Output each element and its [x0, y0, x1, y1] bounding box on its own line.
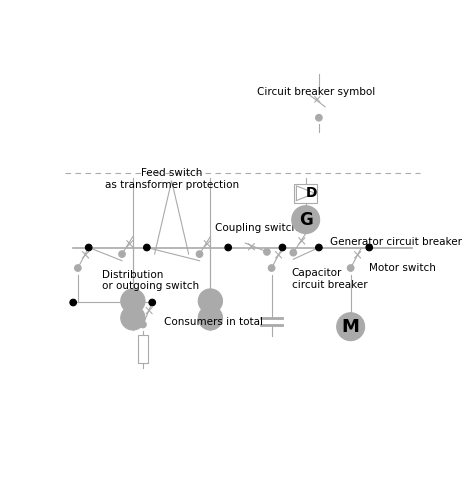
Text: D: D	[305, 186, 317, 200]
Circle shape	[264, 248, 270, 255]
Circle shape	[121, 289, 145, 313]
Circle shape	[149, 299, 155, 306]
Circle shape	[337, 313, 365, 341]
Text: Feed switch
as transformer protection: Feed switch as transformer protection	[105, 168, 239, 190]
Circle shape	[144, 244, 150, 251]
Text: Capacitor
circuit breaker: Capacitor circuit breaker	[292, 268, 367, 290]
Circle shape	[366, 244, 373, 251]
Circle shape	[279, 244, 286, 251]
Circle shape	[316, 114, 322, 121]
Text: Distribution
or outgoing switch: Distribution or outgoing switch	[102, 270, 199, 291]
Circle shape	[74, 265, 81, 272]
Text: M: M	[342, 318, 360, 336]
Text: Motor switch: Motor switch	[369, 263, 436, 273]
Circle shape	[198, 306, 222, 330]
Circle shape	[225, 244, 231, 251]
Circle shape	[268, 265, 275, 272]
Text: G: G	[299, 210, 312, 228]
Circle shape	[118, 251, 125, 258]
Bar	[137, 335, 148, 363]
Text: Generator circuit breaker: Generator circuit breaker	[330, 237, 463, 247]
Circle shape	[290, 249, 297, 256]
Circle shape	[292, 206, 319, 233]
Circle shape	[121, 306, 145, 330]
Text: Circuit breaker symbol: Circuit breaker symbol	[257, 87, 375, 97]
Circle shape	[70, 299, 76, 306]
Circle shape	[196, 251, 203, 258]
Bar	[294, 184, 317, 203]
Circle shape	[140, 321, 146, 328]
Circle shape	[316, 244, 322, 251]
Circle shape	[85, 244, 92, 251]
Text: Consumers in total: Consumers in total	[164, 317, 263, 327]
Circle shape	[347, 265, 354, 272]
Circle shape	[198, 289, 222, 313]
Text: Coupling switch: Coupling switch	[215, 223, 298, 233]
